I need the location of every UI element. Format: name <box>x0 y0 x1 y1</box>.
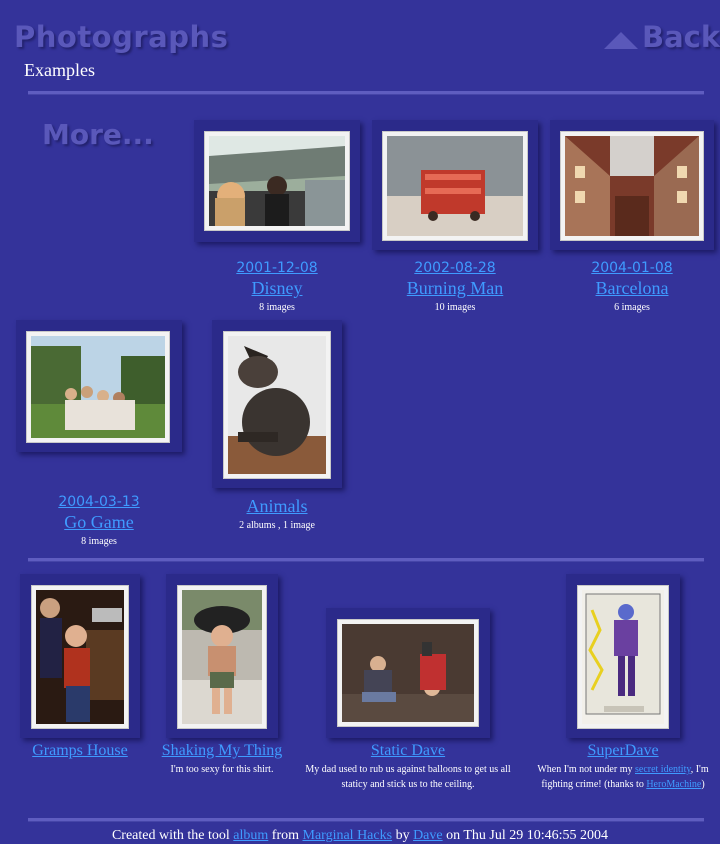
album-thumb-animals[interactable] <box>212 320 342 488</box>
footer: Created with the tool album from Margina… <box>0 828 720 844</box>
author-link[interactable]: Dave <box>413 828 443 843</box>
album-photo <box>383 132 527 240</box>
album-link[interactable]: Burning Man <box>406 278 504 298</box>
photo-image <box>578 586 668 728</box>
album-photo <box>205 132 349 230</box>
more-heading: More... <box>42 118 154 151</box>
divider <box>28 558 704 562</box>
album-caption: 2004-01-08 Barcelona 6 images <box>550 260 714 313</box>
album-photo <box>561 132 703 240</box>
photo-link[interactable]: Shaking My Thing <box>161 742 283 759</box>
album-date[interactable]: 2001-12-08 <box>236 260 318 276</box>
album-caption: 2004-03-13 Go Game 8 images <box>16 494 182 547</box>
album-date[interactable]: 2004-01-08 <box>591 260 673 276</box>
photo-description: My dad used to rub us against balloons t… <box>305 764 511 790</box>
photo-caption: Shaking My Thing I'm too sexy for this s… <box>150 742 294 777</box>
photo-caption: Gramps House <box>10 742 150 760</box>
album-caption: 2002-08-28 Burning Man 10 images <box>372 260 538 313</box>
album-link[interactable]: Barcelona <box>595 278 669 298</box>
album-date[interactable]: 2002-08-28 <box>414 260 496 276</box>
photo-thumb-gramps-house[interactable] <box>20 574 140 738</box>
photo-caption: SuperDave When I'm not under my secret i… <box>530 742 716 792</box>
desc-text: , I'm fighting crime! (thanks to <box>541 764 709 790</box>
footer-text: on Thu Jul 29 10:46:55 2004 <box>442 828 609 843</box>
album-caption: 2001-12-08 Disney 8 images <box>194 260 360 313</box>
album-photo <box>224 332 330 478</box>
photo-link[interactable]: Gramps House <box>32 742 128 759</box>
photo-thumb-shaking-my-thing[interactable] <box>166 574 278 738</box>
page-title: Photographs <box>14 20 229 54</box>
album-photo <box>27 332 169 442</box>
album-count: 10 images <box>434 302 476 313</box>
back-label: Back <box>642 20 720 54</box>
album-count: 8 images <box>259 302 295 313</box>
photo-link[interactable]: Static Dave <box>370 742 446 759</box>
album-count: 2 albums , 1 image <box>239 520 315 531</box>
album-subtitle: Examples <box>24 60 95 80</box>
album-thumb-go-game[interactable] <box>16 320 182 452</box>
album-caption: Animals 2 albums , 1 image <box>194 494 360 531</box>
photo-image <box>178 586 266 728</box>
up-arrow-icon <box>604 31 638 49</box>
album-link[interactable]: Animals <box>246 496 308 516</box>
album-count: 8 images <box>81 536 117 547</box>
divider <box>28 818 704 822</box>
photo-thumb-superdave[interactable] <box>566 574 680 738</box>
footer-text: by <box>392 828 414 843</box>
album-thumb-disney[interactable] <box>194 120 360 242</box>
footer-text: from <box>268 828 303 843</box>
album-count: 6 images <box>614 302 650 313</box>
album-link[interactable]: Go Game <box>64 512 134 532</box>
heromachine-link[interactable]: HeroMachine <box>646 779 702 790</box>
photo-image <box>32 586 128 728</box>
album-thumb-barcelona[interactable] <box>550 120 714 250</box>
desc-text: When I'm not under my <box>537 764 635 775</box>
photo-link[interactable]: SuperDave <box>587 742 659 759</box>
back-button[interactable]: Back <box>604 20 720 54</box>
photo-description: When I'm not under my secret identity, I… <box>530 762 716 792</box>
album-link[interactable]: Disney <box>251 278 303 298</box>
album-date[interactable]: 2004-03-13 <box>58 494 140 510</box>
marginal-hacks-link[interactable]: Marginal Hacks <box>302 828 393 843</box>
photo-description: I'm too sexy for this shirt. <box>170 764 274 775</box>
footer-text: Created with the tool <box>111 828 234 843</box>
divider <box>28 91 704 95</box>
photo-thumb-static-dave[interactable] <box>326 608 490 738</box>
album-tool-link[interactable]: album <box>233 828 269 843</box>
album-thumb-burning-man[interactable] <box>372 120 538 250</box>
secret-identity-link[interactable]: secret identity <box>634 764 691 775</box>
photo-image <box>338 620 478 726</box>
desc-text: ) <box>701 779 705 790</box>
photo-caption: Static Dave My dad used to rub us agains… <box>300 742 516 792</box>
